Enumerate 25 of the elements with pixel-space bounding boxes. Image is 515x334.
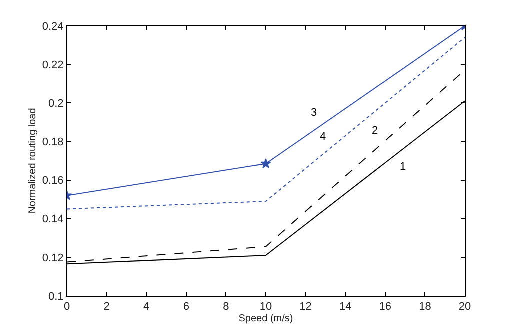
y-tick-label: 0.16 [42,175,64,188]
x-tick-label: 10 [260,301,272,314]
x-tick-label: 4 [144,301,150,314]
x-tick-label: 6 [183,301,190,314]
y-tick-label: 0.1 [48,290,64,303]
y-axis-title: Normalized routing load [27,108,38,214]
series-label: 4 [320,131,326,143]
y-tick-label: 0.24 [42,20,64,33]
x-tick-label: 14 [339,301,352,314]
y-tick-label: 0.14 [42,214,64,226]
y-tick-label: 0.18 [42,136,64,149]
series-label: 2 [372,125,378,137]
series-label: 1 [400,161,406,173]
x-tick-label: 16 [379,301,392,314]
x-axis-title: Speed (m/s) [238,314,294,325]
x-tick-label: 12 [300,301,312,314]
y-tick-label: 0.2 [48,98,64,110]
x-tick-label: 0 [64,301,70,314]
x-tick-label: 20 [458,301,472,314]
y-tick-label: 0.22 [42,59,64,72]
y-tick-label: 0.12 [42,252,64,264]
series-label: 3 [311,107,318,119]
x-tick-label: 8 [223,301,230,314]
x-tick-label: 18 [419,301,432,314]
x-tick-label: 2 [104,301,110,314]
